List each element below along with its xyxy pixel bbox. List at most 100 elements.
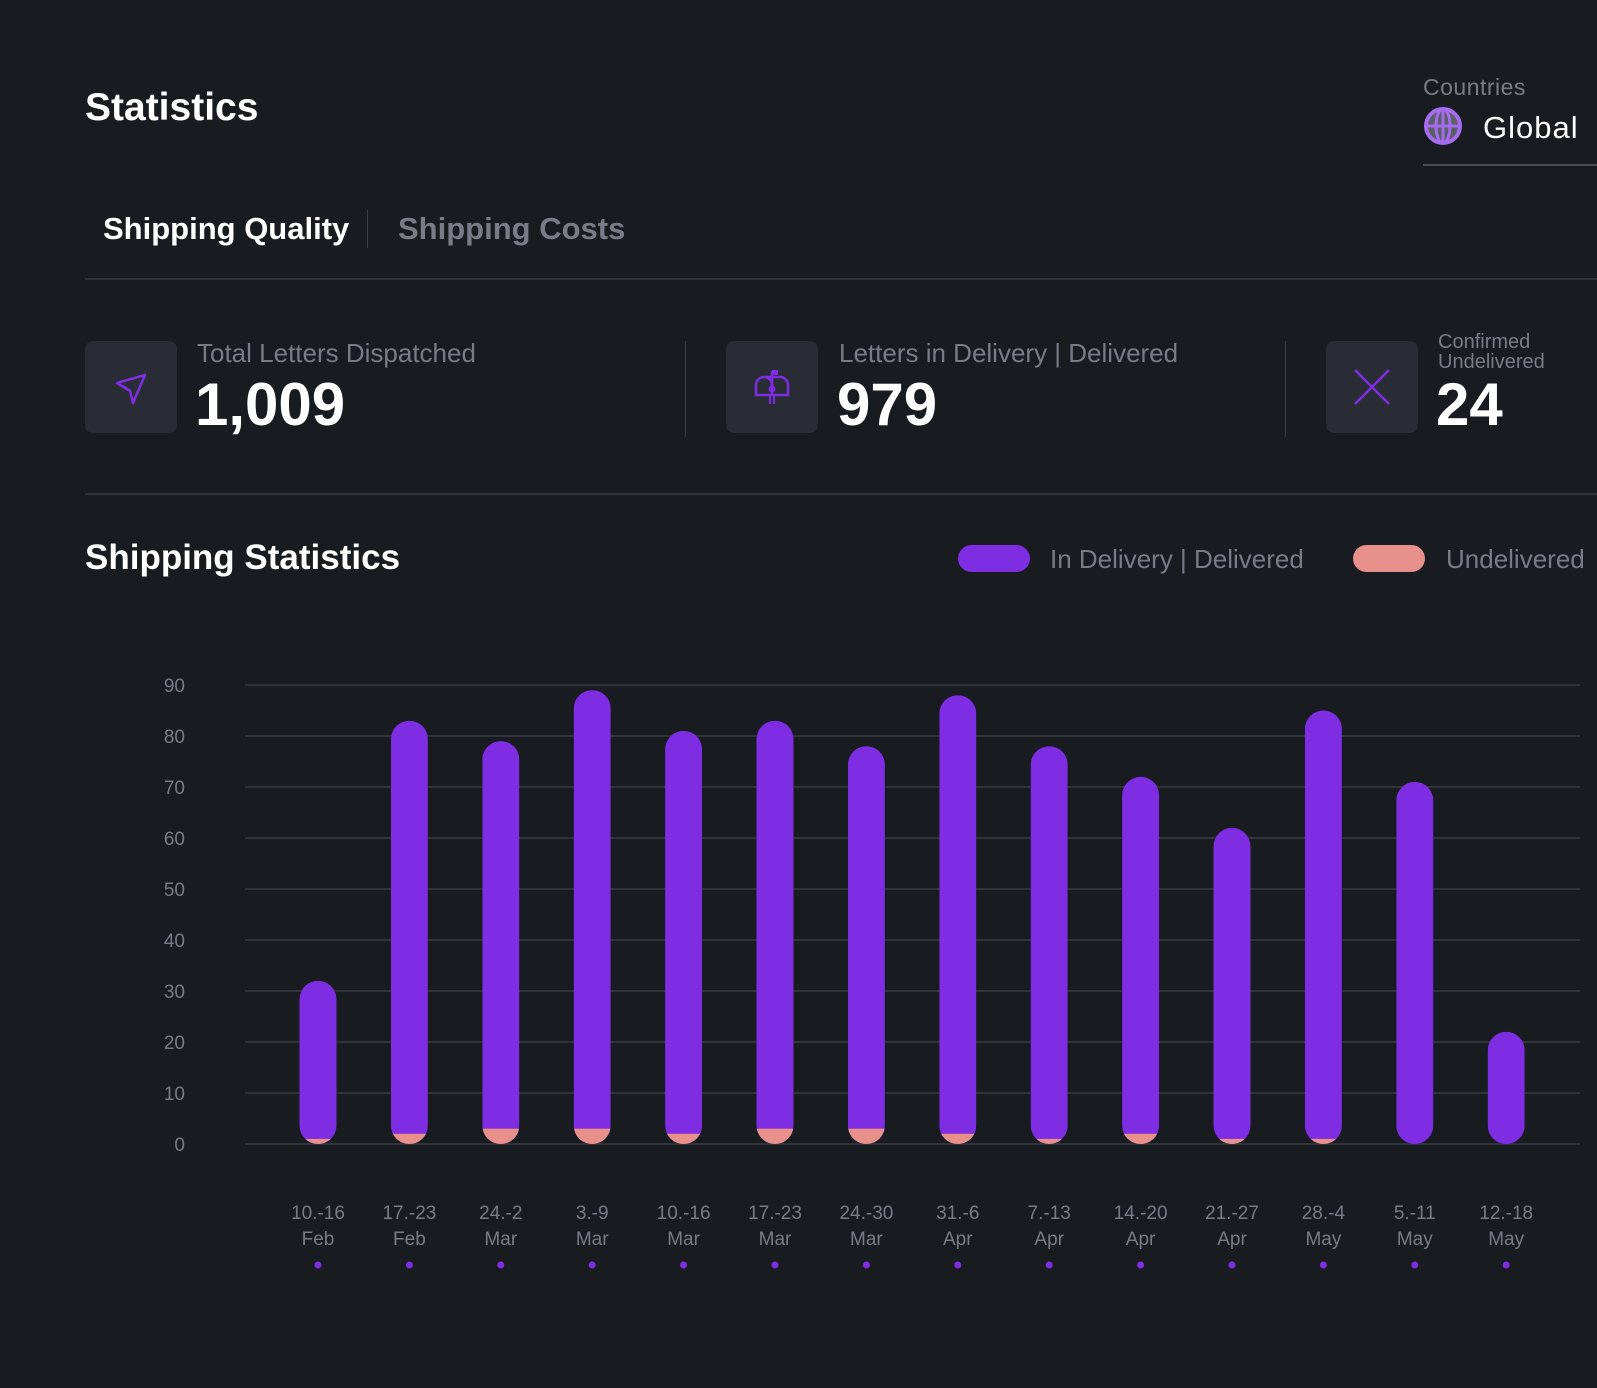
bar-undelivered xyxy=(756,1128,794,1144)
y-tick-label: 80 xyxy=(164,727,185,748)
stat-label-undelivered: Confirmed Undelivered xyxy=(1438,331,1545,373)
x-tick-label: May xyxy=(1488,1229,1524,1250)
x-tick-label: Apr xyxy=(1034,1229,1064,1250)
stat-icon-box xyxy=(726,341,818,433)
x-tick-label: 3.-9 xyxy=(576,1203,609,1224)
bar-undelivered xyxy=(573,1128,611,1144)
bar-delivered xyxy=(299,980,337,1144)
x-tick-label: 10.-16 xyxy=(657,1203,711,1224)
x-tick-dot xyxy=(1319,1261,1327,1269)
legend-swatch-delivered xyxy=(958,545,1030,572)
x-tick-label: Mar xyxy=(484,1229,517,1250)
bar-undelivered xyxy=(665,1133,703,1144)
stat-divider xyxy=(1285,341,1286,437)
countries-label: Countries xyxy=(1423,74,1526,100)
x-tick-dot xyxy=(405,1261,413,1269)
bar-undelivered xyxy=(1304,1138,1342,1144)
divider xyxy=(85,493,1597,495)
x-tick-dot xyxy=(314,1261,322,1269)
bar-delivered xyxy=(847,746,885,1144)
x-tick-label: Feb xyxy=(302,1229,335,1250)
bar-delivered xyxy=(1030,746,1068,1144)
x-tick-dot xyxy=(1137,1261,1145,1269)
bar-delivered xyxy=(939,695,977,1144)
x-tick-label: Mar xyxy=(850,1229,883,1250)
bar-undelivered xyxy=(1030,1138,1068,1144)
x-tick-label: 5.-11 xyxy=(1394,1203,1436,1224)
tab-shipping-quality[interactable]: Shipping Quality xyxy=(103,211,350,246)
bar-undelivered xyxy=(1213,1138,1251,1144)
x-tick-dot xyxy=(771,1261,779,1269)
y-tick-label: 20 xyxy=(164,1033,185,1054)
tab-divider xyxy=(367,210,368,248)
x-tick-label: Mar xyxy=(667,1229,700,1250)
x-tick-label: 24.-30 xyxy=(839,1203,893,1224)
bar-delivered xyxy=(756,720,794,1144)
y-tick-label: 30 xyxy=(164,982,185,1003)
x-tick-label: 17.-23 xyxy=(382,1203,436,1224)
divider xyxy=(85,278,1597,280)
y-tick-label: 40 xyxy=(164,931,185,952)
bar-delivered xyxy=(1304,710,1342,1144)
country-select[interactable]: Global xyxy=(1423,104,1597,166)
bar-undelivered xyxy=(1122,1133,1160,1144)
bar-delivered xyxy=(665,730,703,1144)
bar-undelivered xyxy=(390,1133,428,1144)
x-tick-label: 17.-23 xyxy=(748,1203,802,1224)
x-tick-label: 31.-6 xyxy=(936,1203,979,1224)
bar-delivered xyxy=(1487,1031,1525,1144)
y-tick-label: 90 xyxy=(164,676,185,697)
x-tick-dot xyxy=(954,1261,962,1269)
country-value: Global xyxy=(1483,110,1579,145)
bar-delivered xyxy=(390,720,428,1144)
bar-undelivered xyxy=(847,1128,885,1144)
stat-label-delivered: Letters in Delivery | Delivered xyxy=(839,338,1179,368)
x-tick-label: 7.-13 xyxy=(1028,1203,1071,1224)
shipping-chart: 0 10 20 30 40 50 60 70 80 90 10.-16 Feb 17.-23 Feb 24.… xyxy=(164,676,1580,1269)
globe-icon xyxy=(1424,107,1462,145)
chart-title: Shipping Statistics xyxy=(85,538,401,577)
stat-icon-box xyxy=(85,341,177,433)
legend-label-delivered: In Delivery | Delivered xyxy=(1050,544,1304,574)
stat-value-total: 1,009 xyxy=(195,371,346,438)
tab-shipping-costs[interactable]: Shipping Costs xyxy=(398,211,626,246)
stat-icon-box xyxy=(1326,341,1418,433)
x-tick-label: May xyxy=(1305,1229,1341,1250)
mailbox-icon xyxy=(754,370,790,404)
stat-value-undelivered: 24 xyxy=(1436,371,1503,438)
x-tick-dot xyxy=(1228,1261,1236,1269)
x-tick-label: 14.-20 xyxy=(1114,1203,1168,1224)
bar-delivered xyxy=(1396,781,1434,1144)
y-tick-label: 50 xyxy=(164,880,185,901)
y-tick-label: 60 xyxy=(164,829,185,850)
bar-undelivered xyxy=(299,1138,337,1144)
stat-divider xyxy=(685,341,686,437)
y-tick-label: 0 xyxy=(174,1135,185,1156)
page-title: Statistics xyxy=(85,86,259,129)
x-tick-dot xyxy=(1411,1261,1419,1269)
x-tick-dot xyxy=(588,1261,596,1269)
x-tick-label: Apr xyxy=(943,1229,973,1250)
x-tick-label: Feb xyxy=(393,1229,426,1250)
x-tick-dot xyxy=(497,1261,505,1269)
bar-undelivered xyxy=(939,1133,977,1144)
x-tick-dot xyxy=(680,1261,688,1269)
legend-swatch-undelivered xyxy=(1353,545,1425,572)
x-icon xyxy=(1354,369,1390,405)
bar-delivered xyxy=(1122,776,1160,1144)
y-tick-label: 70 xyxy=(164,778,185,799)
x-tick-label: 10.-16 xyxy=(291,1203,345,1224)
x-tick-label: Apr xyxy=(1126,1229,1156,1250)
bar-undelivered xyxy=(482,1128,520,1144)
x-tick-label: Apr xyxy=(1217,1229,1247,1250)
x-tick-label: 24.-2 xyxy=(479,1203,522,1224)
paper-plane-icon xyxy=(115,373,147,405)
x-tick-label: May xyxy=(1397,1229,1433,1250)
y-tick-label: 10 xyxy=(164,1084,185,1105)
bar-delivered xyxy=(1213,827,1251,1144)
x-tick-label: 12.-18 xyxy=(1479,1203,1533,1224)
x-tick-dot xyxy=(1045,1261,1053,1269)
bar-delivered xyxy=(482,741,520,1144)
x-tick-dot xyxy=(1502,1261,1510,1269)
x-tick-dot xyxy=(862,1261,870,1269)
